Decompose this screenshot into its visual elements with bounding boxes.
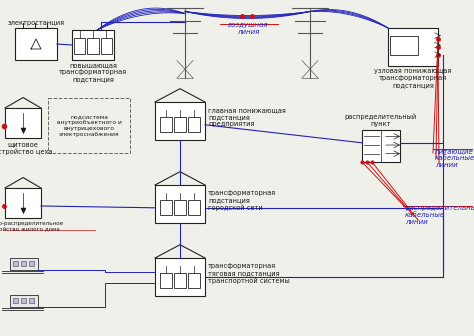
Text: распределительный
пункт: распределительный пункт [345,114,417,127]
Bar [5,108,41,138]
Bar [21,298,26,303]
Bar [10,258,38,270]
Text: повышающая
трансформаторная
подстанция: повышающая трансформаторная подстанция [59,62,127,82]
Bar [29,261,34,266]
Text: питающие
кабельные
линии: питающие кабельные линии [435,148,474,168]
Bar [391,36,418,55]
Bar [74,38,85,54]
Text: трансформаторная
тяговая подстанция
транспортной системы: трансформаторная тяговая подстанция тран… [208,263,290,284]
Bar [188,200,200,215]
Text: главная понижающая
подстанция
предприятия: главная понижающая подстанция предприяти… [208,107,286,127]
Text: подсистема
внутриобъектного и
внутрицехового
электроснабжения: подсистема внутриобъектного и внутрицехо… [56,114,121,137]
Bar [160,200,172,215]
Bar [5,188,41,218]
Text: электростанция: электростанция [8,20,64,26]
Bar [155,258,205,296]
Bar [160,273,172,288]
Bar [13,261,18,266]
Bar [72,30,114,60]
Bar [48,98,130,153]
Bar [188,273,200,288]
Bar [21,261,26,266]
Text: вводно-распределительное
устройство жилого дома: вводно-распределительное устройство жило… [0,221,64,232]
Bar [155,102,205,140]
Text: трансформаторная
подстанция
городской сети: трансформаторная подстанция городской се… [208,190,276,211]
Text: узловая понижающая
трансформаторная
подстанция: узловая понижающая трансформаторная подс… [374,68,452,88]
Bar [174,117,186,132]
Bar [15,28,57,60]
Bar [388,28,438,66]
Bar [160,117,172,132]
Bar [13,298,18,303]
Text: воздушная
линия: воздушная линия [228,22,268,35]
Bar [174,200,186,215]
Text: щитовое
устройство цеха: щитовое устройство цеха [0,141,52,155]
Bar [29,298,34,303]
Bar [100,38,112,54]
Bar [362,130,400,162]
Bar [174,273,186,288]
Bar [188,117,200,132]
Bar [87,38,99,54]
Bar [155,185,205,223]
Text: распределительные
кабельные
линии: распределительные кабельные линии [405,205,474,225]
Bar [10,295,38,307]
